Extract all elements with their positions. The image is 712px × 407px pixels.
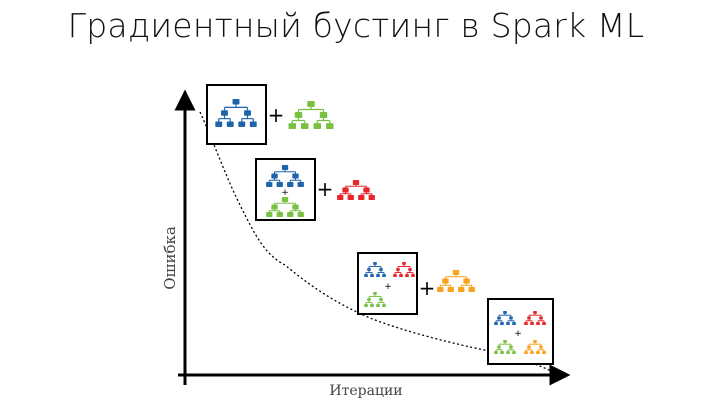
slide-title: Градиентный бустинг в Spark ML bbox=[67, 6, 645, 45]
tree-icon-red bbox=[393, 262, 415, 277]
tree-icon-green bbox=[364, 292, 386, 307]
stage-2: + + bbox=[255, 158, 375, 221]
tree-icon-blue bbox=[364, 262, 386, 277]
plus-sign: + bbox=[281, 188, 289, 198]
stage-4: + bbox=[487, 298, 554, 365]
plus-sign: + bbox=[268, 103, 285, 127]
x-axis-label: Итерации bbox=[329, 383, 402, 399]
tree-icon-blue bbox=[215, 99, 257, 127]
plus-sign: + bbox=[317, 177, 334, 201]
ensemble-frame bbox=[357, 252, 418, 315]
plus-sign: + bbox=[384, 282, 392, 292]
stage-3: + + bbox=[357, 252, 475, 315]
tree-icon-green bbox=[494, 340, 516, 354]
tree-icon-green bbox=[288, 101, 334, 129]
ensemble-frame bbox=[206, 84, 267, 145]
ensemble-frame bbox=[487, 298, 554, 365]
y-axis-label: Ошибка bbox=[161, 226, 179, 290]
tree-icon-green bbox=[266, 197, 304, 217]
tree-icon-blue bbox=[494, 311, 516, 325]
tree-icon-red bbox=[337, 180, 375, 200]
tree-icon-blue bbox=[266, 165, 304, 187]
stage-1: + bbox=[206, 84, 334, 145]
plus-sign: + bbox=[514, 329, 522, 339]
plus-sign: + bbox=[419, 276, 436, 300]
tree-icon-orange bbox=[437, 270, 475, 292]
error-curve bbox=[199, 111, 556, 374]
tree-icon-red bbox=[524, 311, 546, 325]
tree-icon-orange bbox=[524, 340, 546, 354]
